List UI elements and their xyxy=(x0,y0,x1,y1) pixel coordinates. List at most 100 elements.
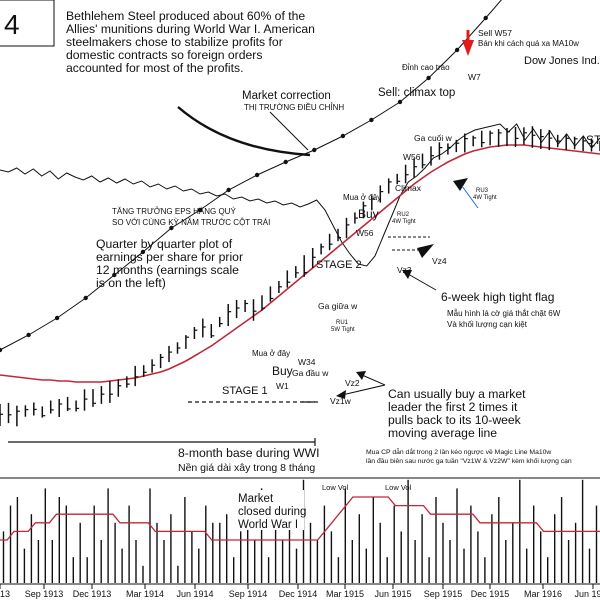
label-w34: W34 xyxy=(298,357,316,367)
label-ru1: RU1 xyxy=(336,320,349,326)
eps-point xyxy=(454,47,460,53)
label-market-closed: closed during xyxy=(238,506,306,518)
dow-jones-series xyxy=(0,123,600,267)
label-htf-vn-1: Mẫu hình lá cờ giá thắt chặt 6W xyxy=(447,309,561,318)
ru3-pointer xyxy=(461,185,479,209)
eps-point xyxy=(112,272,117,278)
x-tick-label: Jun 1915 xyxy=(374,589,411,599)
label-buy-upper: Buy xyxy=(358,207,379,221)
price-series xyxy=(0,126,600,427)
volume-ma-line xyxy=(0,496,600,541)
label-w56-lower: W56 xyxy=(356,228,374,238)
x-tick-label: Jun 1914 xyxy=(176,589,213,599)
eps-point xyxy=(169,225,174,231)
label-pullback-note: Can usually buy a market xyxy=(388,387,526,401)
label-vz4: Vz4 xyxy=(432,256,447,266)
x-tick-label: Sep 1913 xyxy=(25,589,64,599)
label-w56-upper: W56 xyxy=(403,152,421,162)
label-eps-growth-vn-1: TĂNG TRƯỞNG EPS HÀNG QUÝ xyxy=(112,207,236,216)
label-low-vol-1: Low Vol xyxy=(322,483,349,492)
x-tick-label: Sep 1914 xyxy=(229,589,268,599)
label-pullback-note: leader the first 2 times it xyxy=(388,400,518,414)
eps-line xyxy=(0,0,502,351)
label-ru3: RU3 xyxy=(476,188,489,194)
label-sell-w57: Sell W57 xyxy=(478,28,512,38)
x-tick-label: Dec 1915 xyxy=(471,589,510,599)
label-w1: W1 xyxy=(276,381,289,391)
header-note-line: Allies' munitions during World War I. Am… xyxy=(66,22,315,36)
ru3-arrow xyxy=(453,178,468,191)
figure-number-box xyxy=(0,0,55,47)
label-eps-note: 12 months (earnings scale xyxy=(96,263,239,277)
eps-point xyxy=(140,249,146,255)
eps-point xyxy=(369,117,374,123)
label-eps-growth-vn-2: SO VỚI CÙNG KỲ NĂM TRƯỚC CỘT TRÁI xyxy=(112,218,270,227)
x-axis-ticks: 1913 Sep 1913 Dec 1913 Mar 1914 Jun 1914 Sep … xyxy=(0,584,600,599)
header-note-line: accounted for most of the profits. xyxy=(66,61,244,75)
arrow-head xyxy=(402,270,412,279)
label-htf: 6-week high tight flag xyxy=(441,290,554,304)
label-stage2: STAGE 2 xyxy=(316,259,362,271)
x-tick-label: Mar 1914 xyxy=(126,589,164,599)
eps-point xyxy=(340,133,346,139)
eps-point xyxy=(426,75,431,81)
arrow-head xyxy=(336,390,346,399)
label-dow-jones: Dow Jones Ind. xyxy=(524,55,600,67)
label-eps-note: earnings per share for prior xyxy=(96,250,243,264)
label-ga-giua-w: Ga giữa w xyxy=(318,301,358,311)
eps-point xyxy=(483,15,488,21)
label-vz1w: Vz1w xyxy=(330,396,352,406)
label-vz2: Vz2 xyxy=(345,378,360,388)
arrow-to-vz1w xyxy=(341,384,386,396)
moving-average-series xyxy=(0,144,600,383)
label-market-correction: Market correction xyxy=(242,90,331,102)
label-ru3-sub: 4W Tight xyxy=(473,195,497,201)
eps-point xyxy=(283,159,288,165)
label-market-closed: Market xyxy=(238,493,274,505)
label-stage1: STAGE 1 xyxy=(222,385,268,397)
arrow-to-vz3 xyxy=(407,273,437,291)
label-st-cut: ST xyxy=(586,133,600,147)
label-htf-vn-2: Và khối lượng cạn kiệt xyxy=(447,320,528,329)
label-vz3: Vz3 xyxy=(397,265,412,275)
label-climax: Climax xyxy=(395,183,422,193)
x-tick-label: Mar 1916 xyxy=(524,589,562,599)
label-low-vol-2: Low Vol xyxy=(385,483,412,492)
eps-point xyxy=(0,347,3,353)
x-tick-label: Dec 1913 xyxy=(73,589,112,599)
eps-point xyxy=(254,172,260,178)
label-ru2-sub: 4W Tight xyxy=(392,219,416,225)
volume-bars xyxy=(2,479,598,583)
label-pullback-note: moving average line xyxy=(388,426,497,440)
x-tick-label: Dec 1914 xyxy=(279,589,318,599)
eps-point xyxy=(83,295,88,301)
label-w7: W7 xyxy=(468,72,481,82)
market-closed-label-bg xyxy=(236,490,304,530)
figure-number: 4 xyxy=(4,9,20,40)
market-correction-pointer xyxy=(269,111,309,151)
label-magic-line-2: lần đầu biên sau nước ga tuần "Vz1W & Vz… xyxy=(366,456,572,465)
label-market-closed: World War I xyxy=(238,519,298,531)
label-ru2: RU2 xyxy=(397,212,410,218)
eps-series xyxy=(0,0,502,353)
label-eps-note: is on the left) xyxy=(96,276,166,290)
eps-point xyxy=(226,187,231,193)
label-buy-lower: Buy xyxy=(272,364,293,378)
moving-average-line xyxy=(0,144,600,383)
dow-jones-line xyxy=(0,123,600,267)
eps-point xyxy=(26,332,31,338)
label-sell-climax-top: Sell: climax top xyxy=(378,87,455,99)
label-mua-o-day-upper: Mua ở đây xyxy=(343,193,381,202)
arrow-to-vz2 xyxy=(361,374,386,386)
label-ga-cuoi-w: Ga cuối w xyxy=(414,133,453,143)
label-market-correction-vn: THỊ TRƯỜNG ĐIỀU CHỈNH xyxy=(244,102,344,112)
label-dinh-cao-trao: Đỉnh cao trào xyxy=(402,63,450,72)
label-ga-dau-w: Ga đầu w xyxy=(292,368,329,378)
x-tick-label: Jun 1916 xyxy=(574,589,600,599)
eps-point xyxy=(54,315,60,321)
header-note: Bethlehem Steel produced about 60% of th… xyxy=(66,9,315,75)
label-base-note: 8-month base during WWI xyxy=(178,446,320,460)
x-tick-label: 1913 xyxy=(0,589,10,599)
sell-arrow xyxy=(462,40,474,56)
